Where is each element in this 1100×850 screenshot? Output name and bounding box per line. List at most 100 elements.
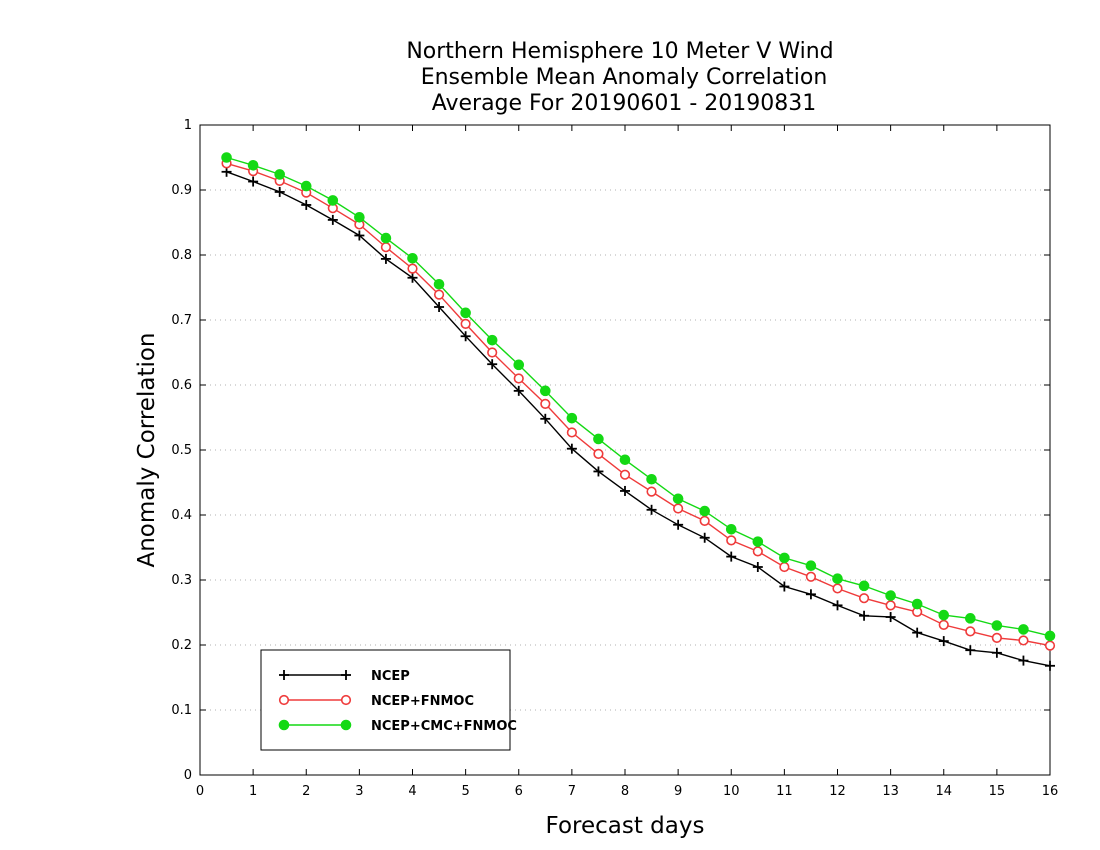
legend-label-2: NCEP+CMC+FNMOC	[371, 719, 517, 734]
y-tick-label-5: 0.5	[171, 443, 192, 458]
series-2-point-27	[938, 609, 950, 621]
series-line-0	[226, 171, 1051, 667]
x-tick-label-7: 7	[568, 784, 576, 799]
series-1-point-11	[513, 373, 524, 384]
series-0-point-14	[593, 466, 604, 477]
legend: NCEP NCEP+FNMOC NCEP+CMC+FNMOC	[260, 649, 517, 751]
series-1-point-6	[380, 242, 392, 253]
series-2-point-11	[513, 359, 525, 371]
y-tick-label-8: 0.8	[171, 248, 192, 263]
series-0-point-2	[274, 186, 285, 197]
series-0-point-5	[354, 230, 365, 241]
legend-marker-end-2	[340, 719, 352, 731]
series-1-point-17	[673, 503, 684, 514]
y-tick-label-9: 0.9	[171, 183, 192, 198]
series-0-point-31	[1045, 660, 1055, 671]
series-2-point-2	[274, 169, 285, 180]
series-0-point-9	[460, 331, 471, 342]
x-tick-label-1: 1	[249, 784, 257, 799]
x-tick-label-10: 10	[723, 784, 740, 799]
legend-marker-end-0	[341, 670, 351, 680]
legend-marker-start-2	[278, 719, 290, 731]
y-tick-label-10: 1	[184, 118, 192, 133]
series-1-point-31	[1044, 640, 1056, 651]
series-0-point-13	[566, 443, 577, 454]
series-2-point-13	[566, 412, 578, 424]
series-1-point-25	[885, 600, 896, 611]
x-tick-label-4: 4	[408, 784, 416, 799]
series-0-point-12	[540, 413, 551, 424]
y-tick-label-3: 0.3	[171, 573, 192, 588]
series-1-point-21	[779, 561, 790, 573]
series-2-point-22	[805, 560, 817, 572]
series-2-point-29	[991, 620, 1003, 631]
series-2-point-12	[540, 385, 551, 397]
x-tick-label-16: 16	[1042, 784, 1059, 799]
series-2-point-7	[407, 252, 418, 264]
series-2-point-16	[646, 473, 657, 485]
series-0-point-20	[752, 562, 763, 572]
series-1-point-24	[858, 593, 870, 604]
series-1-point-27	[938, 619, 949, 630]
series-0-point-27	[938, 636, 949, 647]
x-tick-label-3: 3	[355, 784, 363, 799]
series-0-point-15	[620, 485, 630, 496]
series-2-point-24	[858, 580, 870, 592]
series-1-point-13	[566, 427, 577, 438]
chart-title-line-2: Ensemble Mean Anomaly Correlation	[421, 65, 828, 90]
y-tick-label-7: 0.7	[171, 313, 192, 328]
series-0-point-0	[221, 166, 232, 177]
series-0-point-11	[513, 385, 524, 396]
series-0-point-18	[699, 532, 710, 543]
series-1-point-10	[487, 347, 498, 358]
series-1-point-9	[460, 318, 471, 330]
legend-marker-end-1	[340, 694, 352, 706]
series-2-point-14	[593, 433, 604, 445]
series-2-point-10	[486, 334, 498, 346]
series-2-point-8	[433, 278, 445, 290]
legend-entry-0: NCEP	[279, 669, 410, 684]
series-2-point-31	[1044, 630, 1056, 642]
series-0-point-3	[301, 199, 312, 210]
series-0-point-4	[327, 214, 338, 225]
x-tick-label-13: 13	[882, 784, 899, 799]
series-1-point-20	[752, 546, 763, 557]
series-0-point-16	[646, 504, 657, 515]
y-axis-title: Anomaly Correlation	[134, 332, 160, 567]
series-0-point-7	[407, 272, 418, 283]
series-0-point-1	[248, 176, 259, 187]
series-2-point-21	[779, 552, 790, 564]
series-1-point-7	[407, 263, 418, 274]
series-0-point-25	[885, 612, 896, 623]
series-1-point-22	[805, 571, 817, 582]
chart-title-line-1: Northern Hemisphere 10 Meter V Wind	[406, 39, 833, 64]
x-tick-label-15: 15	[989, 784, 1006, 799]
series-0-point-23	[832, 600, 843, 611]
series-1-point-19	[726, 535, 737, 546]
series-lines	[221, 152, 1056, 671]
series-0-point-26	[912, 627, 923, 638]
series-0-point-19	[726, 551, 737, 562]
series-0-point-24	[859, 610, 870, 621]
series-0	[221, 166, 1055, 671]
x-tick-label-12: 12	[829, 784, 846, 799]
series-2-point-26	[911, 598, 923, 610]
x-tick-label-11: 11	[776, 784, 793, 799]
series-2-point-15	[619, 454, 631, 466]
x-tick-label-0: 0	[196, 784, 204, 799]
series-0-point-17	[673, 519, 684, 530]
series-1-point-23	[832, 583, 843, 594]
series-2-point-23	[832, 573, 843, 585]
y-tick-label-1: 0.1	[171, 703, 192, 718]
axis-ticks: 00.10.20.30.40.50.60.70.80.910 1 2 3 4 5 6 7 8 9 1…	[171, 118, 1058, 799]
series-1-point-16	[646, 486, 657, 497]
series-2-point-17	[672, 493, 684, 505]
series-2-point-6	[380, 232, 392, 244]
legend-marker-start-1	[278, 694, 290, 706]
series-2-point-0	[221, 152, 232, 163]
series-0-point-28	[965, 645, 976, 656]
grid-lines	[200, 189, 1050, 711]
series-1-point-30	[1018, 635, 1029, 646]
x-tick-label-8: 8	[621, 784, 629, 799]
